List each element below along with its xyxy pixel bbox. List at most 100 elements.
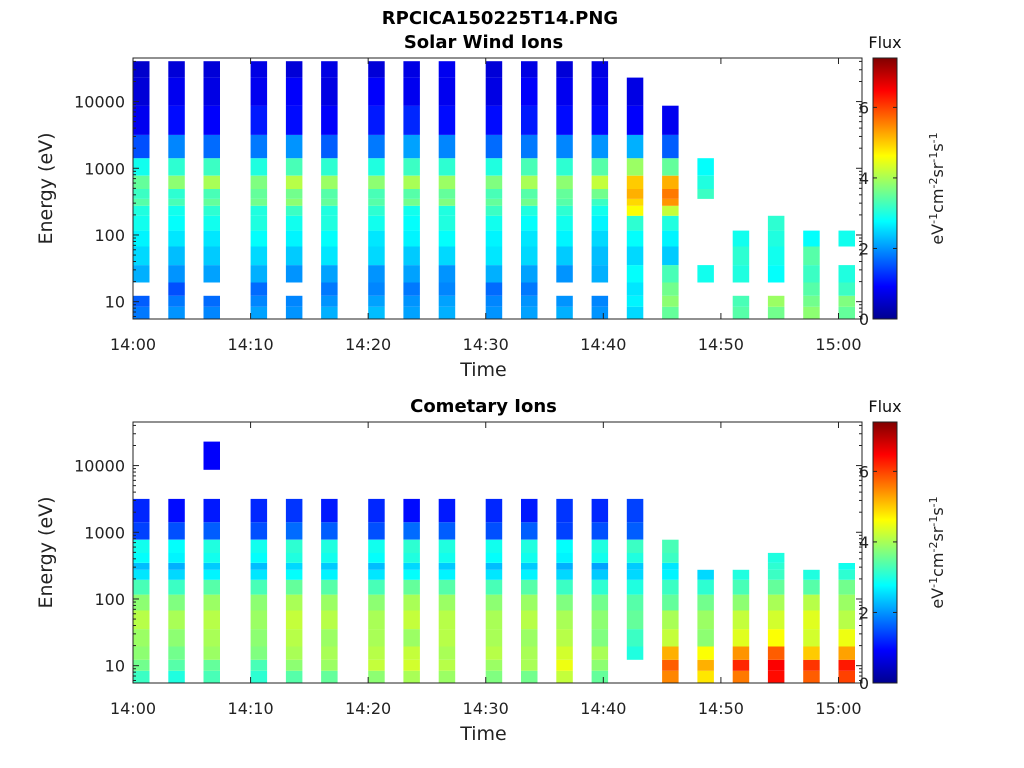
heatmap-cell bbox=[133, 175, 150, 189]
heatmap-cell bbox=[485, 246, 503, 266]
heatmap-cell bbox=[697, 610, 714, 630]
heatmap-cell bbox=[438, 498, 456, 523]
heatmap-cell bbox=[168, 306, 185, 319]
heatmap-cell bbox=[626, 629, 644, 647]
heatmap-cell bbox=[556, 629, 573, 647]
heatmap-cells bbox=[133, 441, 855, 683]
heatmap-cell bbox=[521, 610, 538, 630]
heatmap-cell bbox=[438, 199, 456, 206]
heatmap-cell bbox=[521, 306, 538, 319]
x-axis-label: Time bbox=[459, 723, 507, 745]
heatmap-cell bbox=[438, 282, 456, 296]
heatmap-cell bbox=[556, 579, 573, 595]
heatmap-cell bbox=[521, 629, 538, 647]
heatmap-cell bbox=[591, 539, 609, 553]
heatmap-cell bbox=[368, 670, 385, 683]
heatmap-cell bbox=[662, 134, 679, 159]
heatmap-cell bbox=[368, 205, 385, 216]
colorbar-tick-label: 0 bbox=[859, 674, 869, 693]
heatmap-cell bbox=[556, 175, 573, 189]
heatmap-cell bbox=[485, 175, 503, 189]
heatmap-cell bbox=[133, 659, 150, 671]
heatmap-cell bbox=[403, 659, 420, 671]
heatmap-cell bbox=[368, 498, 385, 523]
heatmap-cell bbox=[521, 158, 538, 176]
heatmap-cell bbox=[838, 306, 855, 319]
heatmap-cell bbox=[556, 158, 573, 176]
heatmap-cell bbox=[591, 265, 609, 283]
heatmap-cell bbox=[250, 659, 268, 671]
heatmap-cell bbox=[803, 306, 820, 319]
colorbar-tick-label: 4 bbox=[859, 533, 869, 552]
heatmap-cell bbox=[133, 134, 150, 159]
heatmap-cell bbox=[203, 498, 220, 523]
heatmap-cell bbox=[321, 205, 338, 216]
heatmap-cell bbox=[368, 306, 385, 319]
heatmap-cell bbox=[403, 158, 420, 176]
heatmap-cell bbox=[250, 158, 268, 176]
heatmap-cell bbox=[485, 563, 503, 570]
heatmap-cell bbox=[591, 670, 609, 683]
heatmap-cell bbox=[438, 539, 456, 553]
heatmap-cell bbox=[803, 670, 820, 683]
heatmap-cell bbox=[133, 105, 150, 135]
heatmap-cell bbox=[803, 659, 820, 671]
heatmap-cell bbox=[133, 246, 150, 266]
y-tick-label: 10000 bbox=[74, 93, 125, 112]
heatmap-cell bbox=[838, 265, 855, 283]
heatmap-cell bbox=[250, 539, 268, 553]
heatmap-cell bbox=[285, 105, 303, 135]
heatmap-cell bbox=[732, 265, 750, 283]
heatmap-cell bbox=[133, 563, 150, 570]
heatmap-cell bbox=[626, 539, 644, 553]
heatmap-cell bbox=[321, 77, 338, 106]
heatmap-cell bbox=[368, 563, 385, 570]
heatmap-cell bbox=[556, 134, 573, 159]
heatmap-cell bbox=[403, 646, 420, 660]
heatmap-cell bbox=[556, 563, 573, 570]
heatmap-cell bbox=[626, 646, 644, 660]
heatmap-cell bbox=[485, 594, 503, 611]
heatmap-cell bbox=[485, 230, 503, 247]
heatmap-cell bbox=[203, 306, 220, 319]
heatmap-cell bbox=[626, 158, 644, 176]
heatmap-cell bbox=[438, 610, 456, 630]
heatmap-cell bbox=[838, 282, 855, 296]
heatmap-cell bbox=[556, 306, 573, 319]
heatmap-cell bbox=[285, 188, 303, 199]
heatmap-cell bbox=[133, 594, 150, 611]
heatmap-cell bbox=[438, 295, 456, 307]
heatmap-cell bbox=[803, 579, 820, 595]
heatmap-cell bbox=[168, 199, 185, 206]
heatmap-cell bbox=[626, 569, 644, 580]
heatmap-cell bbox=[662, 306, 679, 319]
heatmap-cell bbox=[662, 295, 679, 307]
heatmap-cell bbox=[403, 569, 420, 580]
heatmap-cell bbox=[168, 230, 185, 247]
heatmap-cell bbox=[203, 552, 220, 563]
heatmap-cell bbox=[521, 175, 538, 189]
heatmap-cell bbox=[521, 498, 538, 523]
x-tick-label: 14:30 bbox=[463, 335, 509, 354]
heatmap-cell bbox=[203, 646, 220, 660]
heatmap-cell bbox=[521, 77, 538, 106]
heatmap-cell bbox=[250, 105, 268, 135]
heatmap-cell bbox=[556, 265, 573, 283]
heatmap-cell bbox=[662, 646, 679, 660]
heatmap-cell bbox=[133, 670, 150, 683]
heatmap-cell bbox=[285, 306, 303, 319]
heatmap-cell bbox=[521, 199, 538, 206]
x-tick-label: 14:50 bbox=[698, 335, 744, 354]
heatmap-cell bbox=[250, 646, 268, 660]
y-tick-label: 10 bbox=[105, 293, 125, 312]
heatmap-cell bbox=[168, 539, 185, 553]
heatmap-cell bbox=[403, 579, 420, 595]
heatmap-cell bbox=[591, 188, 609, 199]
heatmap-cell bbox=[591, 610, 609, 630]
heatmap-cell bbox=[168, 498, 185, 523]
heatmap-cell bbox=[591, 552, 609, 563]
heatmap-cell bbox=[203, 522, 220, 540]
heatmap-cell bbox=[133, 522, 150, 540]
heatmap-cell bbox=[285, 610, 303, 630]
heatmap-cell bbox=[203, 175, 220, 189]
